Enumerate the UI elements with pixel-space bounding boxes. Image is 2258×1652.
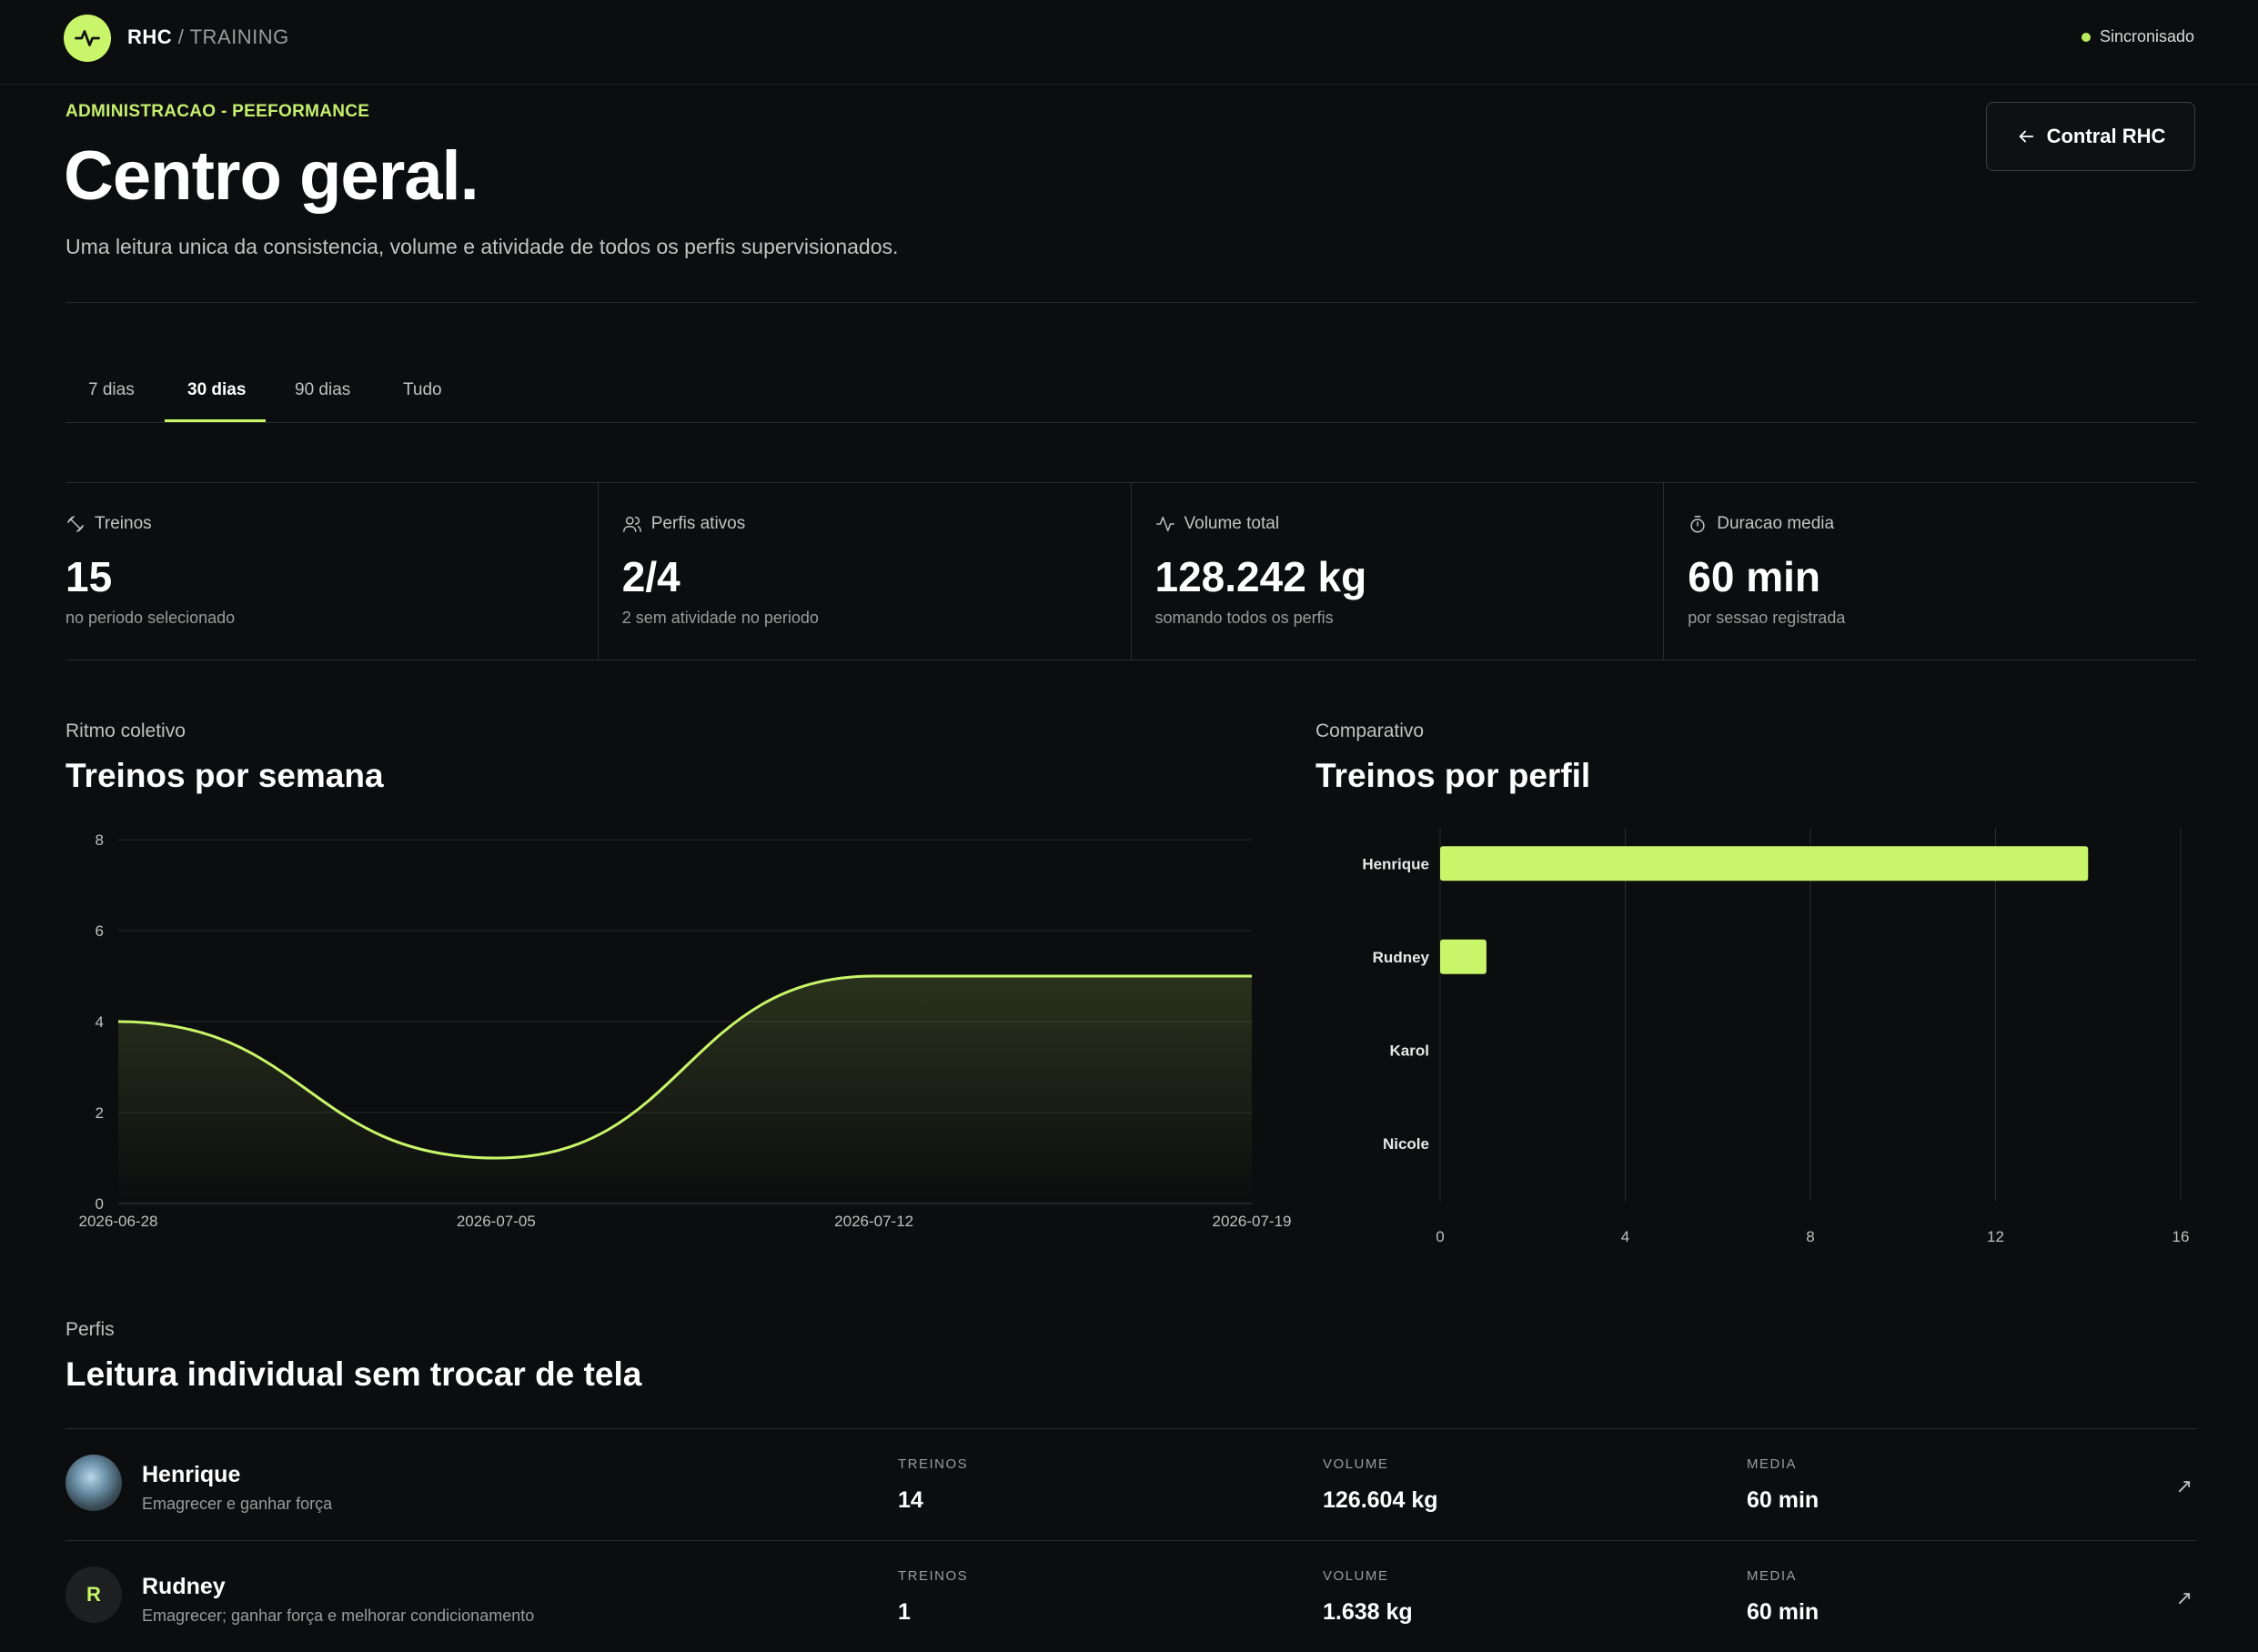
- users-icon: [622, 514, 642, 534]
- y-category-label: Karol: [1390, 1042, 1429, 1059]
- x-tick-label: 2026-06-28: [79, 1213, 158, 1230]
- top-bar: RHC / TRAINING Sincronisado: [0, 0, 2258, 85]
- x-tick-label: 12: [1987, 1228, 2004, 1245]
- tab-90-dias[interactable]: 90 dias: [295, 380, 350, 400]
- stat-note: somando todos os perfis: [1155, 609, 1334, 628]
- x-tick-label: 0: [1436, 1228, 1444, 1245]
- metric-label-volume: VOLUME: [1323, 1568, 1388, 1584]
- stat-note: 2 sem atividade no periodo: [622, 609, 819, 628]
- comparison-eyebrow: Comparativo: [1315, 720, 1424, 742]
- profile-name: Rudney: [142, 1574, 226, 1600]
- stat-value: 128.242 kg: [1155, 552, 1367, 601]
- stat-note: por sessao registrada: [1688, 609, 1845, 628]
- profiles-eyebrow: Perfis: [66, 1319, 115, 1341]
- profiles-title: Leitura individual sem trocar de tela: [66, 1355, 641, 1394]
- period-tabs: 7 dias 30 dias 90 dias Tudo: [66, 364, 2196, 423]
- stat-label: Duracao media: [1717, 514, 1834, 534]
- y-tick-label: 8: [96, 831, 104, 849]
- brand-name: RHC / TRAINING: [127, 25, 289, 49]
- y-tick-label: 2: [96, 1104, 104, 1122]
- x-tick-label: 2026-07-19: [1213, 1213, 1292, 1230]
- metric-value-volume: 1.638 kg: [1323, 1599, 1413, 1626]
- metric-value-treinos: 1: [898, 1599, 911, 1626]
- y-tick-label: 6: [96, 922, 104, 940]
- metric-value-media: 60 min: [1747, 1599, 1819, 1626]
- weekly-eyebrow: Ritmo coletivo: [66, 720, 186, 742]
- profile-goal: Emagrecer; ganhar força e melhorar condi…: [142, 1607, 534, 1626]
- stat-perfis-ativos: Perfis ativos 2/4 2 sem atividade no per…: [599, 483, 1132, 660]
- back-to-central-button[interactable]: Contral RHC: [1986, 102, 2195, 171]
- y-tick-label: 0: [96, 1195, 104, 1213]
- y-category-label: Rudney: [1373, 949, 1430, 966]
- metric-value-treinos: 14: [898, 1487, 923, 1514]
- tab-30-dias[interactable]: 30 dias: [187, 380, 246, 400]
- open-profile-arrow-icon[interactable]: ↗: [2176, 1475, 2192, 1498]
- x-tick-label: 2026-07-12: [834, 1213, 913, 1230]
- stat-note: no periodo selecionado: [66, 609, 235, 628]
- avatar: [66, 1455, 122, 1511]
- stat-value: 60 min: [1688, 552, 1820, 601]
- metric-label-treinos: TREINOS: [898, 1568, 968, 1584]
- avatar: R: [66, 1566, 122, 1623]
- metric-label-media: MEDIA: [1747, 1456, 1797, 1472]
- metric-value-volume: 126.604 kg: [1323, 1487, 1438, 1514]
- profile-row-henrique[interactable]: Henrique Emagrecer e ganhar força TREINO…: [66, 1428, 2196, 1540]
- metric-value-media: 60 min: [1747, 1487, 1819, 1514]
- stat-value: 15: [66, 552, 112, 601]
- series-area: [118, 976, 1252, 1204]
- divider: [66, 302, 2196, 303]
- page-title: Centro geral.: [64, 136, 479, 216]
- metric-label-volume: VOLUME: [1323, 1456, 1388, 1472]
- profile-row-rudney[interactable]: R Rudney Emagrecer; ganhar força e melho…: [66, 1540, 2196, 1652]
- x-tick-label: 8: [1806, 1228, 1814, 1245]
- x-tick-label: 2026-07-05: [457, 1213, 536, 1230]
- metric-label-treinos: TREINOS: [898, 1456, 968, 1472]
- page-eyebrow: ADMINISTRACAO - PEEFORMANCE: [66, 102, 369, 122]
- open-profile-arrow-icon[interactable]: ↗: [2176, 1587, 2192, 1610]
- profile-name: Henrique: [142, 1462, 240, 1488]
- y-tick-label: 4: [96, 1013, 104, 1031]
- logo[interactable]: [64, 15, 111, 62]
- sync-status: Sincronisado: [2082, 27, 2194, 46]
- arrow-left-icon: [2016, 126, 2036, 146]
- dumbbell-icon: [66, 514, 86, 534]
- x-tick-label: 16: [2172, 1228, 2190, 1245]
- profile-goal: Emagrecer e ganhar força: [142, 1495, 332, 1514]
- bar: [1440, 846, 2088, 881]
- timer-icon: [1688, 514, 1708, 534]
- x-tick-label: 4: [1621, 1228, 1629, 1245]
- page-subtitle: Uma leitura unica da consistencia, volum…: [66, 235, 898, 259]
- stat-treinos: Treinos 15 no periodo selecionado: [66, 483, 599, 660]
- stat-value: 2/4: [622, 552, 680, 601]
- weekly-line-chart: 0 2 4 6 8 2026-06-28 2026-07-05 2026-07-12 2026-…: [55, 819, 1310, 1255]
- activity-icon: [1155, 514, 1175, 534]
- y-category-label: Nicole: [1383, 1135, 1429, 1153]
- bar: [1440, 940, 1487, 974]
- comparison-title: Treinos por perfil: [1315, 757, 1590, 795]
- active-tab-indicator: [165, 419, 266, 422]
- pulse-icon: [74, 25, 101, 52]
- stats-row: Treinos 15 no periodo selecionado Perfis…: [66, 482, 2196, 660]
- stat-label: Volume total: [1184, 514, 1280, 534]
- profile-bar-chart: 0 4 8 12 16 Henrique Rudney Karol Nicole: [1315, 819, 2207, 1255]
- stat-duracao-media: Duracao media 60 min por sessao registra…: [1664, 483, 2196, 660]
- weekly-title: Treinos por semana: [66, 757, 384, 795]
- tab-tudo[interactable]: Tudo: [403, 380, 442, 400]
- sync-dot-icon: [2082, 33, 2091, 42]
- y-category-label: Henrique: [1362, 855, 1429, 872]
- stat-label: Perfis ativos: [651, 514, 745, 534]
- stat-volume-total: Volume total 128.242 kg somando todos os…: [1132, 483, 1665, 660]
- stat-label: Treinos: [95, 514, 152, 534]
- tab-7-dias[interactable]: 7 dias: [88, 380, 135, 400]
- profiles-list: Henrique Emagrecer e ganhar força TREINO…: [66, 1428, 2196, 1652]
- metric-label-media: MEDIA: [1747, 1568, 1797, 1584]
- sync-status-label: Sincronisado: [2100, 27, 2194, 46]
- back-button-label: Contral RHC: [2047, 125, 2166, 148]
